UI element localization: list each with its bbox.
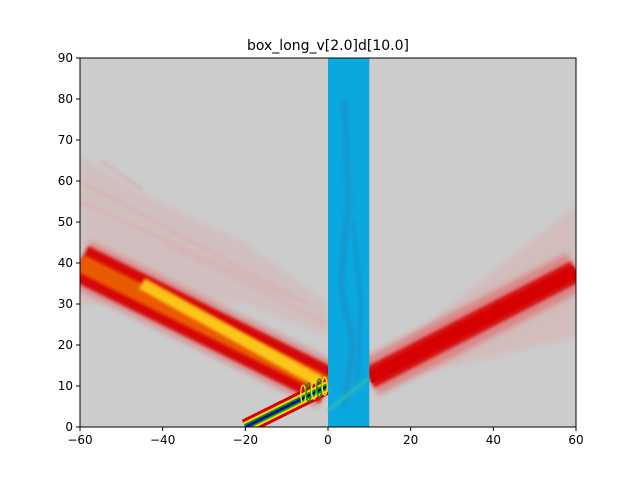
y-tick-label: 90	[58, 51, 73, 65]
x-tick-label: 60	[568, 433, 583, 447]
reflected-side-lobe-2	[99, 158, 144, 191]
y-tick-label: 70	[58, 133, 73, 147]
y-tick-label: 30	[58, 297, 73, 311]
x-tick-label: 20	[403, 433, 418, 447]
y-tick-label: 10	[58, 379, 73, 393]
x-tick-label: −20	[233, 433, 258, 447]
reflected-side-lobe-3	[161, 240, 329, 327]
plot-area	[80, 58, 576, 427]
fringe-4	[321, 376, 328, 396]
y-tick-label: 40	[58, 256, 73, 270]
x-tick-label: 40	[486, 433, 501, 447]
x-axis: −60 −40 −20 0 20 40 60	[67, 427, 584, 447]
box-internal-wave-1	[350, 221, 364, 387]
transmitted-beam-layer-2	[366, 265, 576, 384]
box-internal-beam	[327, 376, 371, 412]
y-tick-label: 0	[65, 420, 73, 434]
y-tick-label: 60	[58, 174, 73, 188]
reflected-side-lobe-1	[80, 199, 288, 298]
y-tick-label: 50	[58, 215, 73, 229]
reflected-beam-core	[139, 278, 323, 388]
chart-title: box_long_v[2.0]d[10.0]	[247, 38, 409, 54]
x-tick-label: −40	[150, 433, 175, 447]
x-tick-label: −60	[67, 433, 92, 447]
y-axis: 0 10 20 30 40 50 60 70 80 90	[58, 51, 80, 434]
reflected-side-lobe-0	[80, 179, 309, 306]
incident-beam-layer-3	[244, 384, 329, 427]
box-internal-wave-0	[337, 98, 356, 407]
y-tick-label: 80	[58, 92, 73, 106]
y-tick-label: 20	[58, 338, 73, 352]
x-tick-label: 0	[324, 433, 332, 447]
